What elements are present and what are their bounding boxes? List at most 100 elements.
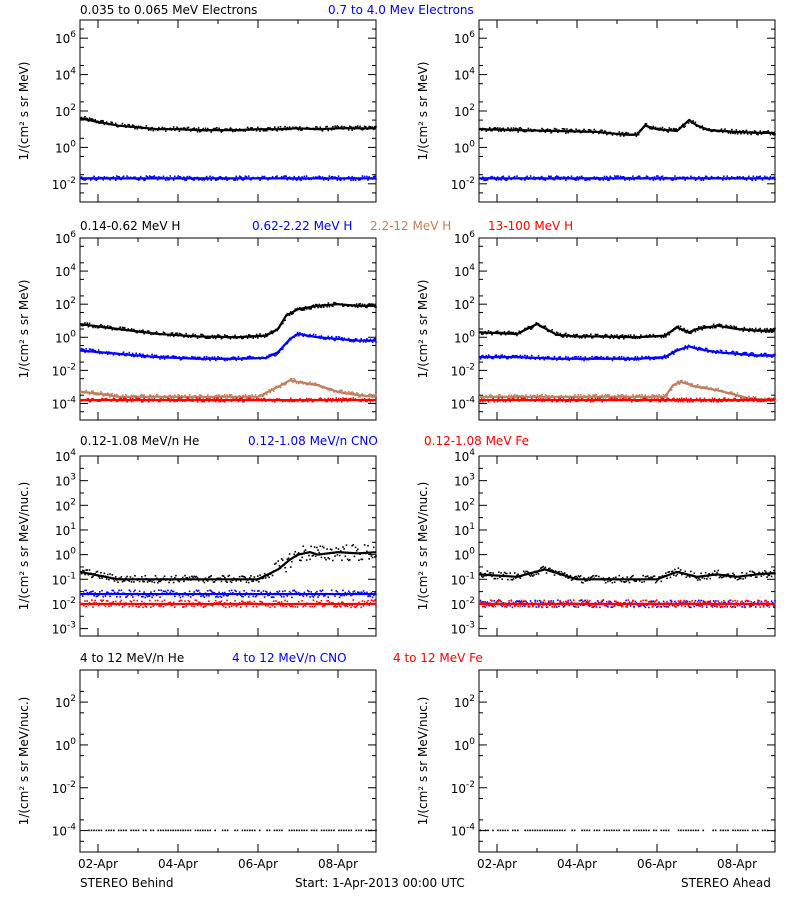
data-point [496, 176, 499, 178]
data-point [259, 398, 261, 401]
data-point [724, 397, 726, 399]
data-point [168, 592, 170, 595]
data-point [536, 177, 539, 180]
data-point [263, 175, 266, 178]
data-point [98, 400, 101, 403]
data-point [679, 400, 682, 403]
data-point [246, 579, 249, 581]
data-point [638, 393, 641, 396]
data-point [487, 129, 490, 131]
data-point [677, 348, 680, 351]
data-point [658, 129, 660, 131]
y-tick-label: 10-2 [451, 176, 475, 192]
data-point [308, 382, 310, 385]
data-point [744, 600, 747, 603]
data-point [497, 331, 500, 334]
data-point [144, 596, 147, 599]
data-point [324, 338, 326, 340]
data-point [711, 176, 714, 179]
data-point [528, 395, 531, 398]
data-point [586, 579, 589, 582]
data-point [671, 179, 674, 181]
data-point [550, 175, 552, 178]
data-point [485, 399, 488, 402]
data-point [141, 600, 143, 603]
y-tick-label: 100 [454, 547, 475, 563]
data-point [671, 350, 674, 353]
data-point [291, 127, 293, 130]
data-point [222, 400, 225, 402]
data-point [687, 605, 690, 608]
data-point [551, 400, 554, 403]
data-point [213, 580, 216, 583]
data-point [717, 401, 719, 403]
data-point [375, 593, 377, 596]
data-point [685, 601, 688, 603]
data-point [94, 592, 97, 594]
data-point [552, 601, 555, 603]
data-point [559, 574, 561, 576]
data-point [352, 304, 355, 307]
data-point [592, 400, 594, 403]
data-point [339, 179, 342, 182]
data-point [161, 126, 164, 129]
data-point [703, 386, 706, 388]
data-point [372, 594, 375, 597]
data-point [723, 129, 725, 132]
data-point [643, 580, 646, 583]
data-point [102, 179, 104, 181]
data-point [301, 332, 303, 335]
data-point [610, 397, 613, 399]
data-point [326, 600, 328, 602]
data-point [584, 336, 586, 339]
data-point [106, 325, 109, 327]
series-0-12-1-08-mev-fe [479, 599, 776, 609]
data-point [732, 327, 734, 330]
data-point [318, 128, 320, 131]
data-point [276, 398, 278, 400]
data-point [326, 125, 328, 128]
data-point [302, 400, 305, 403]
data-point [596, 603, 599, 605]
data-point [336, 391, 339, 393]
data-point [168, 128, 170, 130]
data-point [338, 596, 341, 599]
data-point [534, 570, 536, 573]
data-point [304, 128, 307, 130]
data-point [183, 606, 185, 608]
data-point [297, 334, 300, 337]
data-point [667, 606, 669, 608]
data-point [560, 601, 563, 604]
data-point [596, 397, 599, 400]
data-point [757, 133, 759, 136]
data-point [670, 128, 673, 130]
data-point [296, 178, 299, 181]
data-point [355, 303, 358, 305]
data-point [219, 577, 222, 580]
data-point [705, 129, 708, 131]
data-point [135, 593, 137, 595]
data-point [296, 400, 299, 403]
data-point [112, 589, 115, 592]
data-point [496, 397, 499, 400]
data-point [632, 357, 634, 360]
data-point [106, 392, 109, 395]
data-point [501, 395, 503, 397]
data-point [160, 605, 162, 607]
data-point [106, 591, 109, 594]
data-point [89, 348, 92, 351]
data-point [333, 391, 335, 393]
data-point [707, 326, 709, 329]
data-point [170, 356, 173, 358]
data-point [359, 592, 361, 595]
data-point [360, 338, 363, 340]
data-point [770, 131, 773, 134]
data-point [687, 398, 690, 401]
data-point [370, 126, 373, 129]
data-point [580, 397, 583, 400]
data-point [214, 337, 217, 340]
data-point [529, 357, 532, 360]
data-point [191, 593, 193, 595]
data-point [168, 581, 170, 584]
data-point [744, 396, 747, 399]
